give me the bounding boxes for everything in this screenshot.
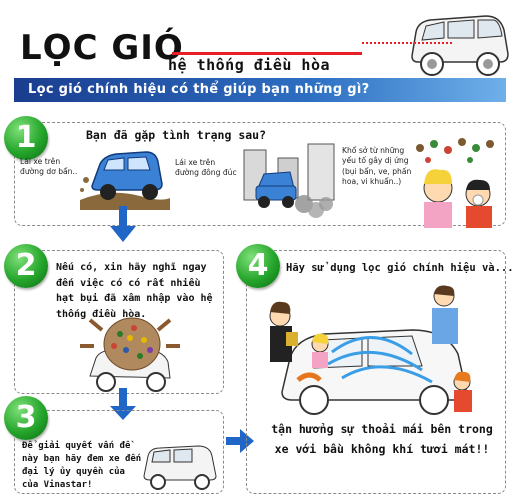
dealer-car-illustration bbox=[143, 445, 217, 490]
step-1-caption-dirty-road: Lái xe trên đường dơ bẩn.. bbox=[20, 157, 78, 177]
arrow-step1-to-step2 bbox=[110, 206, 136, 242]
header-car-illustration bbox=[411, 15, 509, 76]
page-title: LỌC GIÓ bbox=[20, 28, 184, 68]
page-subtitle: hệ thống điều hòa bbox=[168, 56, 331, 74]
muddy-car-illustration bbox=[80, 151, 170, 210]
step-4-number: 4 bbox=[236, 244, 280, 288]
arrow-step3-to-step4 bbox=[226, 429, 254, 453]
step-4-panel bbox=[246, 250, 506, 494]
step-1-caption-allergens: Khổ sở từ những yếu tố gây dị ứng (bụi b… bbox=[342, 146, 412, 186]
step-1-title: Bạn đã gặp tình trạng sau? bbox=[86, 128, 267, 142]
step-3-panel bbox=[14, 410, 224, 494]
question-banner bbox=[14, 78, 506, 102]
banner-text: Lọc gió chính hiệu có thể giúp bạn những… bbox=[28, 82, 370, 97]
step-3-text: Để giải quyết vấn đề này bạn hãy đem xe … bbox=[22, 441, 142, 491]
step-2-number: 2 bbox=[4, 244, 48, 288]
allergy-people-illustration bbox=[416, 138, 494, 228]
step-1-caption-busy-road: Lái xe trên đường đông đúc bbox=[175, 158, 237, 178]
step-4-text: tận hưởng sự thoải mái bên trong xe với … bbox=[271, 422, 493, 456]
title-underline bbox=[172, 52, 362, 55]
traffic-illustration bbox=[243, 143, 335, 218]
arrow-step2-to-step3 bbox=[110, 388, 136, 420]
step-1-panel bbox=[14, 122, 506, 226]
step-1-number: 1 bbox=[4, 116, 48, 160]
step-2-text: Nếu có, xin hãy nghĩ ngay đến việc có có… bbox=[56, 262, 213, 320]
step-4-title: Hãy sử dụng lọc gió chính hiệu và... bbox=[286, 262, 514, 274]
happy-family-car-illustration bbox=[269, 285, 472, 415]
step-3-number: 3 bbox=[4, 396, 48, 440]
header-dotted-line bbox=[362, 42, 452, 44]
dusty-filter-illustration bbox=[80, 317, 180, 392]
